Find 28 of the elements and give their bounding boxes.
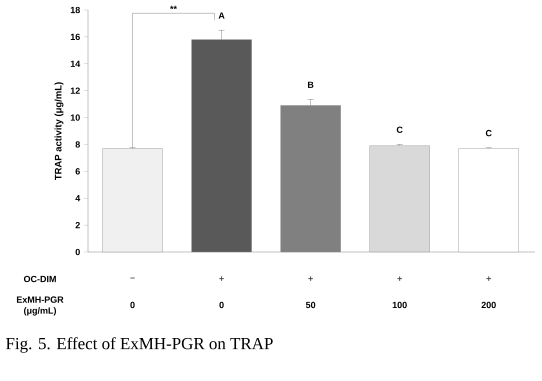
y-axis-title: TRAP activity (μg/mL) bbox=[54, 82, 64, 180]
y-tick-label: 10 bbox=[70, 114, 80, 121]
text: + bbox=[397, 276, 402, 281]
text: + bbox=[308, 276, 313, 281]
data-label: C bbox=[396, 126, 403, 133]
text: OC-DIM bbox=[24, 276, 56, 282]
y-tick-label: 6 bbox=[76, 168, 80, 175]
y-tick-label: 0 bbox=[76, 248, 80, 256]
y-tick-label: 2 bbox=[76, 222, 80, 228]
x-tick-label: 50 bbox=[306, 302, 316, 308]
data-label: A bbox=[218, 12, 225, 19]
y-tick-label: 8 bbox=[76, 141, 80, 148]
y-tick-label: 12 bbox=[70, 88, 80, 94]
data-label: C bbox=[486, 130, 492, 136]
text: + bbox=[486, 276, 491, 281]
y-tick-label: 14 bbox=[70, 60, 80, 67]
text: ExMH-PGR (μg/mL) bbox=[16, 296, 64, 316]
x-tick-label: 0 bbox=[130, 302, 135, 308]
caption: Fig. 5. Effect of ExMH-PGR on TRAP bbox=[6, 337, 273, 353]
x-tick-label: 200 bbox=[482, 302, 496, 308]
y-tick-label: 16 bbox=[70, 34, 80, 40]
x-tick-label: 0 bbox=[219, 302, 224, 308]
text: ** bbox=[170, 6, 177, 10]
y-tick-label: 18 bbox=[70, 6, 80, 14]
y-tick-label: 4 bbox=[75, 195, 80, 202]
x-tick-label: 100 bbox=[392, 302, 407, 308]
text: + bbox=[219, 276, 224, 281]
data-label: B bbox=[308, 82, 314, 88]
